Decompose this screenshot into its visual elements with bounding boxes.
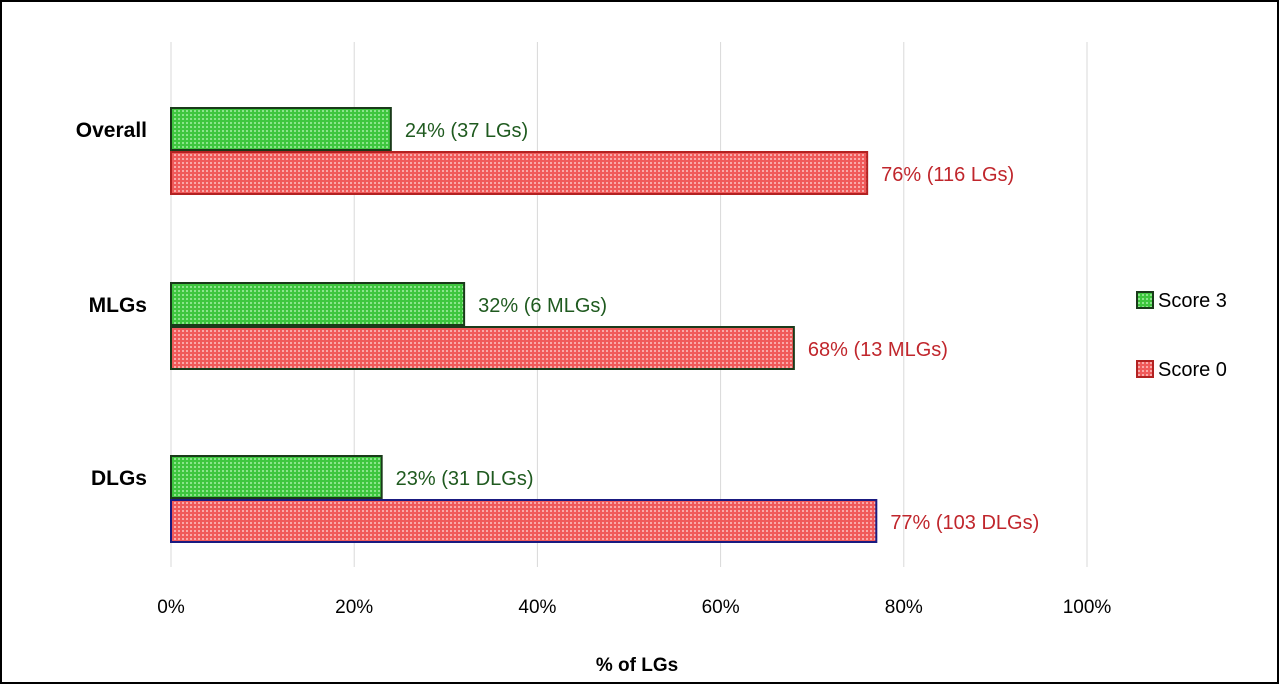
- x-tick-label-40: 40%: [518, 597, 556, 618]
- data-label-score-0-dlgs: 77% (103 DLGs): [890, 512, 1039, 534]
- bar-score-0-dlgs: [170, 499, 878, 543]
- data-label-score-3-dlgs: 23% (31 DLGs): [396, 468, 534, 490]
- bars: [170, 107, 878, 543]
- category-label-overall: Overall: [76, 119, 147, 142]
- category-labels: Overall MLGs DLGs: [76, 119, 147, 490]
- x-tick-label-0: 0%: [157, 597, 185, 618]
- data-label-score-0-mlgs: 68% (13 MLGs): [808, 339, 948, 361]
- category-label-dlgs: DLGs: [91, 467, 147, 490]
- bar-score-3-dlgs: [170, 455, 383, 499]
- bar-score-0-mlgs: [170, 326, 795, 370]
- data-label-score-3-overall: 24% (37 LGs): [405, 120, 528, 142]
- x-tick-label-60: 60%: [702, 597, 740, 618]
- legend: Score 3 Score 0: [1136, 290, 1227, 381]
- legend-swatch-score-0: [1136, 360, 1154, 378]
- data-labels: 24% (37 LGs) 76% (116 LGs) 32% (6 MLGs) 68%…: [396, 120, 1040, 534]
- x-tick-label-20: 20%: [335, 597, 373, 618]
- legend-label-score-0: Score 0: [1158, 359, 1227, 381]
- x-tick-label-100: 100%: [1063, 597, 1112, 618]
- legend-swatch-score-3: [1136, 291, 1154, 309]
- bar-score-3-mlgs: [170, 282, 466, 326]
- bar-score-3-overall: [170, 107, 392, 151]
- x-tick-label-80: 80%: [885, 597, 923, 618]
- data-label-score-3-mlgs: 32% (6 MLGs): [478, 295, 607, 317]
- legend-label-score-3: Score 3: [1158, 290, 1227, 312]
- x-axis-label: % of LGs: [596, 655, 678, 676]
- category-label-mlgs: MLGs: [89, 294, 147, 317]
- data-label-score-0-overall: 76% (116 LGs): [881, 164, 1014, 186]
- bar-score-0-overall: [170, 151, 869, 195]
- x-tick-labels: 0% 20% 40% 60% 80% 100%: [157, 597, 1111, 618]
